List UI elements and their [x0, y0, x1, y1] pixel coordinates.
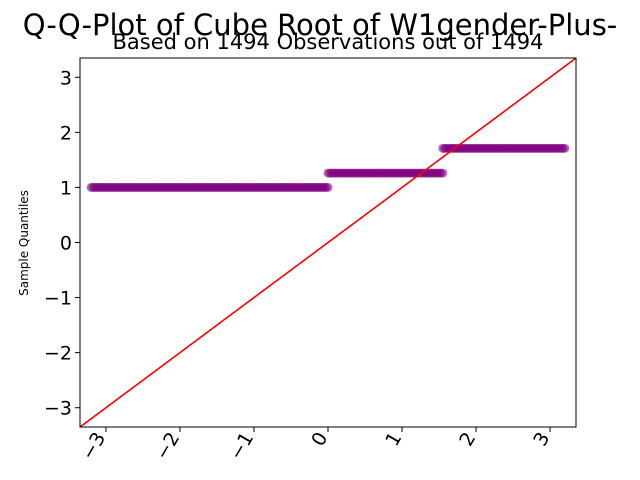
x-tick-label: −1 — [225, 429, 258, 464]
y-tick-label: 0 — [60, 233, 72, 255]
reference-line — [80, 58, 576, 427]
x-tick-label: 3 — [529, 429, 554, 450]
chart-subtitle: Based on 1494 Observations out of 1494 — [112, 30, 543, 54]
y-axis-label: Sample Quantiles — [17, 190, 31, 296]
data-point — [560, 143, 570, 153]
y-tick-label: −3 — [44, 398, 72, 420]
y-tick-label: 1 — [60, 177, 72, 199]
y-tick-label: 2 — [60, 122, 72, 144]
data-point — [323, 182, 333, 192]
plot-area-frame — [79, 57, 577, 428]
points-group — [80, 58, 576, 427]
x-tick-label: −3 — [77, 429, 110, 464]
data-point — [438, 168, 448, 178]
chart-title: Q-Q-Plot of Cube Root of W1gender-Plus- — [23, 8, 618, 42]
y-tick-label: −2 — [44, 343, 72, 365]
y-tick-label: 3 — [60, 67, 72, 89]
x-tick-label: −2 — [151, 429, 184, 464]
x-tick-label: 0 — [307, 429, 332, 450]
x-tick-label: 2 — [455, 429, 480, 450]
y-tick-label: −1 — [44, 288, 72, 310]
x-tick-label: 1 — [381, 429, 406, 450]
